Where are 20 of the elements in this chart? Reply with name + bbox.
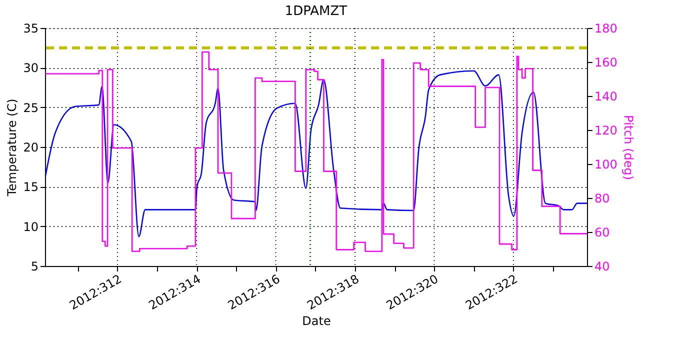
y2-tick-label: 100	[594, 158, 618, 172]
y2-tick-label: 40	[594, 260, 610, 274]
y-tick-label: 35	[23, 22, 38, 36]
y2-tick-label: 120	[594, 124, 618, 138]
y-tick-label: 25	[23, 100, 38, 115]
y2-tick-label: 140	[594, 90, 618, 104]
y2-tick-label: 80	[594, 192, 610, 206]
y2-tick-label: 60	[594, 226, 610, 240]
x-axis-title: Date	[302, 314, 331, 328]
y-tick-label: 15	[23, 180, 38, 194]
y-tick-label: 10	[23, 220, 38, 234]
y-axis-title: Temperature (C)	[5, 98, 20, 198]
line-series	[44, 70, 588, 238]
y2-axis-title: Pitch (deg)	[621, 114, 636, 180]
y2-tick-label: 160	[594, 56, 618, 70]
y-tick-label: 20	[23, 140, 38, 154]
y-tick-label: 5	[30, 260, 38, 274]
y-tick-label: 30	[23, 61, 38, 76]
chart-title: 1DPAMZT	[284, 4, 348, 19]
y2-tick-label: 180	[594, 22, 618, 36]
